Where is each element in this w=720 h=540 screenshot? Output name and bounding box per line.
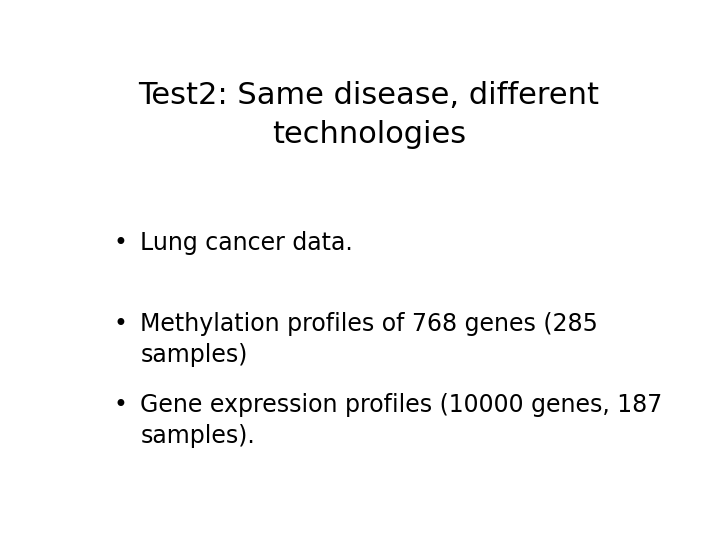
Text: •: • xyxy=(114,312,127,336)
Text: Lung cancer data.: Lung cancer data. xyxy=(140,231,353,255)
Text: Gene expression profiles (10000 genes, 187
samples).: Gene expression profiles (10000 genes, 1… xyxy=(140,393,662,448)
Text: •: • xyxy=(114,393,127,417)
Text: Methylation profiles of 768 genes (285
samples): Methylation profiles of 768 genes (285 s… xyxy=(140,312,598,367)
Text: Test2: Same disease, different
technologies: Test2: Same disease, different technolog… xyxy=(138,82,600,148)
Text: •: • xyxy=(114,231,127,255)
